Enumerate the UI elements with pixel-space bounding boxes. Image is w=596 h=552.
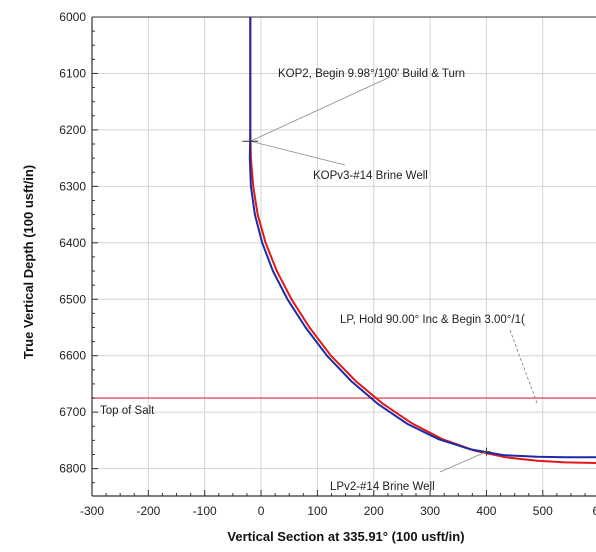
x-axis-title: Vertical Section at 335.91° (100 usft/in… (227, 529, 464, 544)
y-tick-label: 6600 (59, 349, 86, 363)
top-of-salt-label: Top of Salt (100, 405, 155, 417)
y-axis-title: True Vertical Depth (100 usft/in) (21, 165, 36, 359)
tick-labels: -300 -200 -100 0 100 200 300 400 500 60 6000 6100 62… (59, 10, 596, 518)
x-tick-label: 300 (420, 504, 440, 518)
x-tick-label: 500 (533, 504, 553, 518)
x-tick-label: 400 (476, 504, 496, 518)
x-tick-label: -100 (193, 504, 217, 518)
series-line-blue (248, 17, 596, 459)
grid (92, 17, 596, 496)
annotation-kop2: KOP2, Begin 9.98°/100' Build & Turn (278, 68, 465, 80)
y-tick-label: 6800 (59, 462, 86, 476)
annotation-lp: LP, Hold 90.00° Inc & Begin 3.00°/1( (340, 314, 525, 326)
y-tick-label: 6700 (59, 405, 86, 419)
y-tick-label: 6500 (59, 292, 86, 306)
x-tick-label: -200 (136, 504, 160, 518)
series-line-red (249, 17, 596, 464)
y-tick-label: 6400 (59, 236, 86, 250)
x-tick-label: 100 (307, 504, 327, 518)
x-tick-label: 0 (258, 504, 265, 518)
annotation-leader (250, 76, 391, 142)
plot-frame (91, 16, 596, 497)
x-tick-label: -300 (80, 504, 104, 518)
x-tick-label: 60 (592, 504, 596, 518)
y-tick-label: 6100 (59, 66, 86, 80)
annotation-leader (439, 451, 487, 473)
annotations: KOP2, Begin 9.98°/100' Build & Turn KOPv3… (242, 68, 538, 493)
y-tick-label: 6200 (59, 123, 86, 137)
annotation-kopv3: KOPv3-#14 Brine Well (313, 170, 428, 182)
annotation-lpv2: LPv2-#14 Brine Well (330, 481, 435, 493)
annotation-leader (509, 329, 538, 405)
horizontal-lines: Top of Salt (92, 397, 596, 417)
x-tick-label: 200 (364, 504, 384, 518)
y-tick-label: 6300 (59, 179, 86, 193)
y-tick-label: 6000 (59, 10, 86, 24)
annotation-leader (250, 140, 346, 166)
series-group (248, 17, 596, 464)
